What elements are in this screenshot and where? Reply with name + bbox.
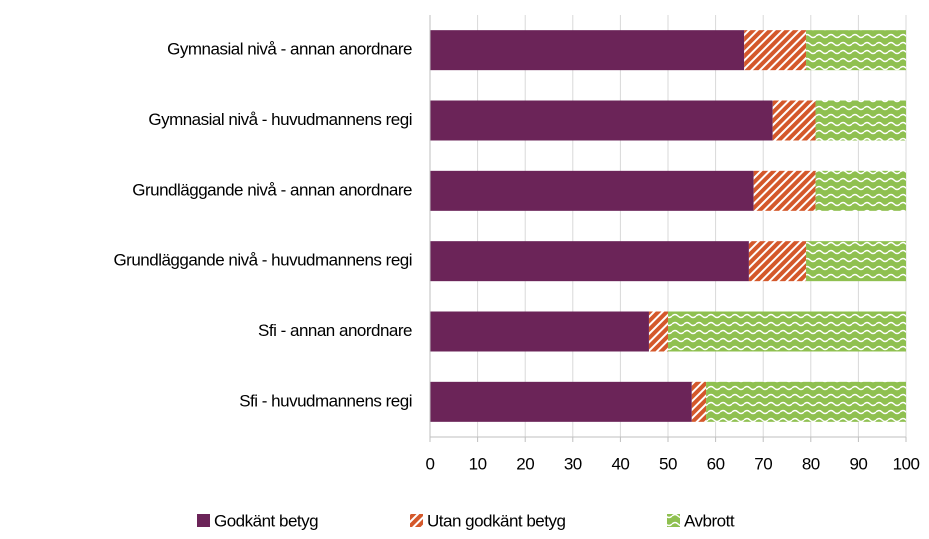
bar-segment	[706, 381, 906, 422]
bar-segment	[430, 311, 649, 352]
y-tick-label: Grundläggande nivå - annan anordnare	[132, 180, 412, 199]
y-tick-label: Grundläggande nivå - huvudmannens regi	[113, 251, 412, 270]
bar-segment	[744, 30, 807, 71]
bar-segment	[668, 311, 906, 352]
y-tick-label: Gymnasial nivå - huvudmannens regi	[148, 110, 412, 129]
legend-label: Utan godkänt betyg	[427, 511, 565, 530]
y-tick-label: Gymnasial nivå - annan anordnare	[167, 40, 412, 59]
x-tick-label: 70	[754, 454, 772, 473]
legend-swatch	[410, 514, 423, 527]
legend-swatch	[667, 514, 680, 527]
y-tick-label: Sfi - huvudmannens regi	[239, 391, 412, 410]
x-tick-label: 30	[564, 454, 582, 473]
bar-segment	[430, 381, 692, 422]
x-tick-label: 90	[849, 454, 867, 473]
bar-segment	[430, 170, 754, 211]
bar-segment	[648, 311, 668, 352]
y-tick-label: Sfi - annan anordnare	[258, 321, 412, 340]
legend-label: Godkänt betyg	[214, 511, 318, 530]
x-tick-label: 100	[893, 454, 920, 473]
bar-segment	[815, 100, 906, 141]
x-tick-label: 40	[611, 454, 629, 473]
legend-label: Avbrott	[684, 511, 735, 530]
x-tick-label: 50	[659, 454, 677, 473]
bar-segment	[806, 241, 906, 282]
legend-swatch	[197, 514, 210, 527]
bar-segment	[815, 170, 906, 211]
bar-segment	[430, 30, 745, 71]
bar-segment	[430, 100, 773, 141]
x-tick-label: 20	[516, 454, 534, 473]
x-tick-label: 80	[802, 454, 820, 473]
bar-segment	[430, 241, 749, 282]
x-tick-label: 10	[469, 454, 487, 473]
bar-segment	[806, 30, 906, 71]
bar-segment	[753, 170, 816, 211]
x-tick-label: 60	[707, 454, 725, 473]
bar-segment	[691, 381, 707, 422]
bar-segment	[772, 100, 816, 141]
bar-segment	[748, 241, 807, 282]
x-tick-label: 0	[426, 454, 435, 473]
